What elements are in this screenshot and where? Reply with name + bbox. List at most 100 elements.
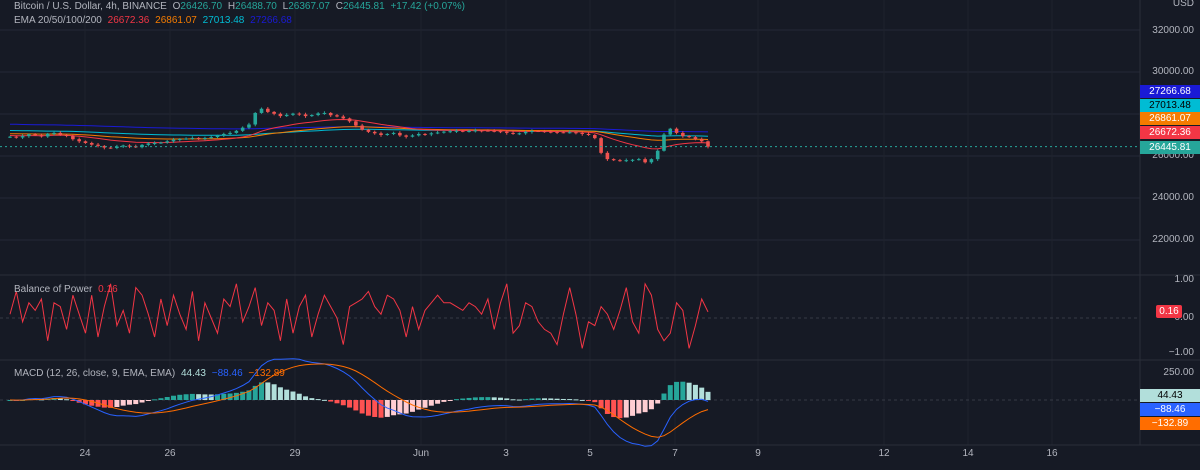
candle-body — [71, 136, 75, 140]
bop-value: 0.16 — [98, 284, 118, 295]
macd-histogram-bar — [447, 400, 453, 401]
candle-body — [492, 130, 496, 132]
macd-histogram-bar — [170, 395, 176, 400]
macd-histogram-bar — [699, 387, 705, 400]
macd-histogram-bar — [196, 394, 202, 400]
candle-body — [643, 159, 647, 163]
candle-body — [372, 131, 377, 134]
time-tick: 9 — [755, 448, 761, 459]
candle-body — [140, 144, 144, 148]
candle-body — [83, 141, 88, 143]
time-tick: 29 — [289, 448, 301, 459]
macd-hist-tag: 44.43 — [1140, 389, 1200, 402]
candle-body — [171, 139, 176, 142]
macd-histogram-bar — [328, 400, 334, 402]
candle-body — [45, 133, 50, 137]
macd-histogram-bar — [145, 400, 151, 401]
candle-body — [599, 138, 603, 153]
macd-histogram-bar — [422, 400, 428, 408]
candle-body — [379, 133, 383, 135]
macd-histogram-bar — [435, 400, 441, 404]
candle-body — [511, 132, 515, 134]
macd-histogram-bar — [648, 400, 654, 410]
macd-line-value: −88.46 — [211, 368, 243, 379]
open-label: O — [172, 1, 181, 12]
candle-body — [567, 132, 572, 134]
macd-line — [9, 358, 709, 447]
macd-histogram-bar — [265, 382, 271, 400]
candle-body — [253, 112, 258, 125]
macd-histogram-bar — [89, 400, 95, 406]
candle-body — [467, 131, 471, 133]
candle-body — [429, 133, 434, 135]
candle-body — [460, 130, 465, 132]
candle-body — [360, 125, 364, 130]
candle-body — [586, 133, 591, 135]
macd-histogram-bar — [334, 400, 340, 404]
candle-body — [196, 137, 201, 139]
macd-histogram-bar — [340, 400, 346, 406]
open-value: 26426.70 — [180, 1, 223, 12]
macd-histogram-bar — [491, 397, 497, 400]
macd-histogram-bar — [126, 400, 132, 405]
bop-tick: 0.00 — [1174, 312, 1194, 323]
candle-body — [127, 145, 132, 147]
macd-histogram-bar — [233, 392, 239, 400]
macd-signal-tag: −132.89 — [1140, 417, 1200, 430]
macd-histogram-bar — [460, 398, 466, 400]
candle-body — [316, 113, 320, 116]
macd-histogram-bar — [573, 399, 579, 401]
candle-body — [416, 133, 421, 136]
candle-body — [580, 132, 585, 134]
candle-body — [322, 112, 327, 114]
candle-body — [297, 113, 302, 115]
macd-histogram-bar — [57, 398, 63, 400]
macd-histogram-bar — [497, 397, 503, 400]
macd-histogram-bar — [453, 399, 459, 401]
candle-body — [530, 131, 534, 133]
macd-histogram-bar — [535, 398, 541, 400]
macd-histogram-bar — [252, 385, 258, 400]
candle-body — [272, 111, 276, 114]
macd-histogram-bar — [674, 381, 680, 400]
candle-body — [354, 121, 358, 126]
candle-body — [649, 159, 654, 163]
ema-legend: EMA 20/50/100/200 26672.36 26861.07 2701… — [14, 14, 295, 27]
macd-histogram-bar — [623, 400, 629, 418]
macd-histogram-bar — [416, 400, 422, 410]
candle-body — [523, 131, 528, 134]
symbol-title: Bitcoin / U.S. Dollar, 4h, BINANCE — [14, 1, 167, 12]
macd-histogram-bar — [378, 400, 384, 418]
candle-body — [435, 132, 440, 134]
candle-body — [89, 142, 94, 145]
candle-body — [423, 133, 427, 135]
candle-body — [328, 112, 333, 116]
ema50-price-tag: 26861.07 — [1140, 112, 1200, 125]
macd-tick: 250.00 — [1163, 367, 1194, 378]
macd-histogram-bar — [372, 400, 378, 417]
ema200-price-tag: 27266.68 — [1140, 85, 1200, 98]
macd-hist-value: 44.43 — [180, 368, 206, 379]
candle-body — [561, 132, 566, 134]
candle-body — [479, 130, 484, 132]
candle-body — [115, 146, 119, 149]
bop-value-tag: 0.16 — [1156, 305, 1182, 318]
macd-histogram-bar — [617, 400, 623, 419]
candle-body — [687, 136, 691, 138]
candle-body — [681, 132, 685, 137]
macd-histogram-bar — [636, 400, 642, 414]
low-label: L — [282, 1, 289, 12]
ema50-line — [9, 126, 709, 141]
close-label: C — [335, 1, 343, 12]
candle-body — [146, 143, 151, 145]
candle-body — [278, 113, 283, 117]
macd-histogram-bar — [598, 400, 604, 409]
candle-body — [152, 142, 157, 144]
candle-body — [228, 132, 232, 134]
macd-histogram-bar — [70, 400, 76, 401]
candle-body — [611, 159, 616, 161]
candle-body — [517, 133, 522, 135]
macd-histogram-bar — [114, 400, 120, 408]
